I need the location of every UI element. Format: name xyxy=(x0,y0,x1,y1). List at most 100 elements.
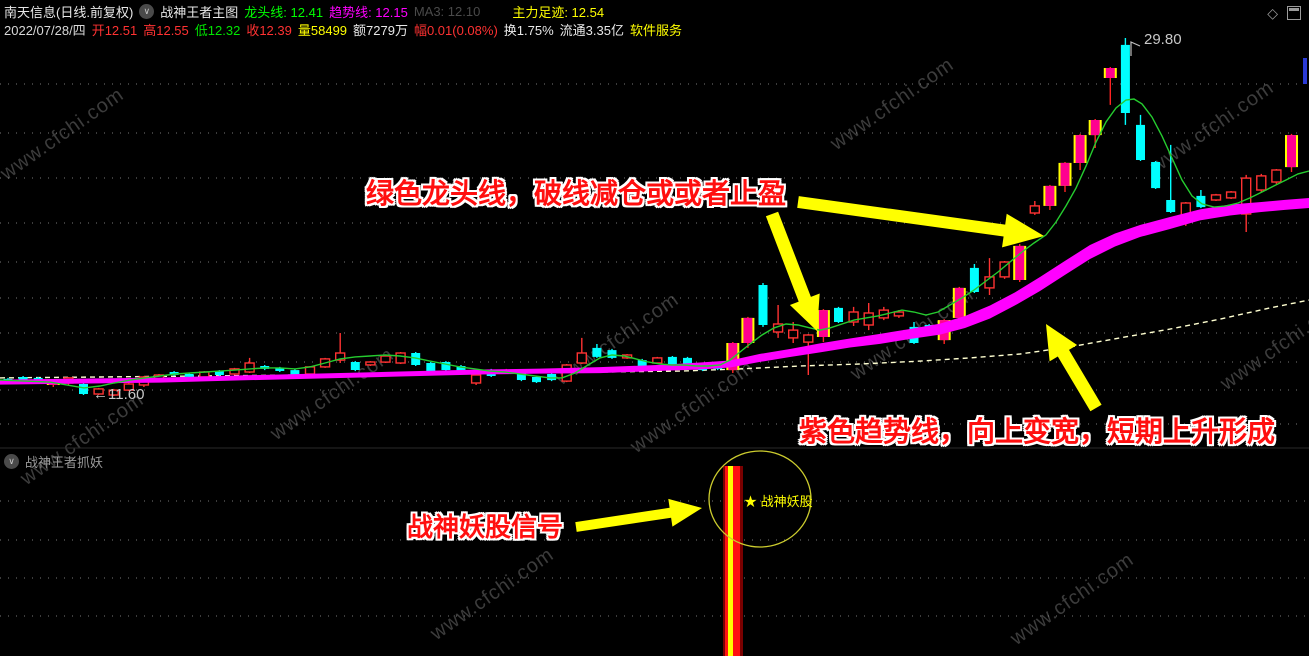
candle-down xyxy=(350,362,360,370)
scroll-marker xyxy=(1303,58,1307,84)
candle-up xyxy=(803,334,814,343)
candle-strong-up xyxy=(743,317,753,343)
candle-down xyxy=(1196,195,1206,208)
trend-line xyxy=(0,198,1309,385)
candle-up xyxy=(652,357,663,364)
header-info-line-1: 南天信息(日线.前复权) ∨ 战神王者主图 龙头线: 12.41 趋势线: 12.15 M… xyxy=(4,2,604,21)
candle-down xyxy=(214,371,224,375)
candle-strong-up xyxy=(1287,135,1296,168)
candle-strong-up xyxy=(1015,245,1025,280)
info-field: 量58499 xyxy=(297,23,348,38)
candle-down xyxy=(547,374,557,381)
candle-down xyxy=(834,307,843,322)
candle-up xyxy=(244,362,255,373)
candle-up xyxy=(93,388,104,395)
header-info-line-2: 2022/07/28/四 开12.51 高12.55 低12.32 收12.39 量584… xyxy=(4,20,682,39)
candle-up xyxy=(893,311,905,317)
candle-down xyxy=(441,362,451,370)
signal-marker-label: ★ 战神妖股 xyxy=(744,494,813,509)
candle-down xyxy=(592,347,602,357)
candle-down xyxy=(637,360,647,366)
window-restore-icon[interactable] xyxy=(1287,6,1301,20)
info-field: 2022/07/28/四 xyxy=(4,23,86,38)
candle-up xyxy=(576,352,587,364)
candle-up xyxy=(1271,169,1282,183)
candle-up xyxy=(863,312,874,326)
candle-up xyxy=(788,329,799,339)
candle-down xyxy=(290,370,300,377)
candle-up xyxy=(470,374,482,384)
peak-leader-line xyxy=(1130,41,1141,56)
dragon-line-note: 绿色龙头线，破线减仓或或者止盈 xyxy=(366,178,787,209)
candle-up xyxy=(1210,194,1222,201)
candle-down xyxy=(532,377,541,383)
candle-up xyxy=(1029,205,1041,214)
info-field: 幅0.01(0.08%) xyxy=(413,23,498,38)
sub-panel-header: ∨ 战神王者抓妖 xyxy=(4,452,103,471)
candle-down xyxy=(683,357,692,365)
candle-up xyxy=(1225,191,1237,199)
annotation-arrow xyxy=(765,211,820,331)
candle-up xyxy=(229,368,240,375)
sub-panel-title: 战神王者抓妖 xyxy=(25,455,104,470)
info-field: 额7279万 xyxy=(353,23,408,38)
candle-down xyxy=(1136,124,1145,160)
trend-line-note: 紫色趋势线，向上变宽，短期上升形成 xyxy=(799,416,1276,447)
info-field: 开12.51 xyxy=(91,23,138,38)
info-field: 收12.39 xyxy=(246,23,292,38)
info-field: 软件服务 xyxy=(629,23,682,38)
info-field: MA3: 12.10 xyxy=(413,4,481,19)
peak-price-label: 29.80 xyxy=(1144,31,1182,48)
dragon-head-line xyxy=(0,98,1309,389)
low-price-label: ←11.60 xyxy=(93,386,145,403)
candle-strong-up xyxy=(1060,162,1070,186)
info-field: 主力足迹: 12.54 xyxy=(512,5,605,20)
candle-strong-up xyxy=(1090,120,1100,136)
collapse-chevron-icon[interactable]: ∨ xyxy=(4,454,19,469)
candle-strong-up xyxy=(818,310,828,337)
candle-up xyxy=(395,352,406,364)
candle-strong-up xyxy=(954,287,964,318)
candle-up xyxy=(1256,175,1267,191)
candle-down xyxy=(1151,162,1161,189)
candle-down xyxy=(275,367,285,371)
candle-down xyxy=(456,366,466,374)
window-controls: ◇ xyxy=(1267,6,1301,20)
candle-strong-up xyxy=(1075,135,1085,163)
candle-strong-up xyxy=(728,343,738,371)
info-field: 战神王者主图 xyxy=(160,5,239,20)
candle-down xyxy=(758,285,768,325)
candle-strong-up xyxy=(1105,68,1115,78)
annotation-arrow xyxy=(797,196,1044,248)
signal-circle xyxy=(708,450,812,548)
info-field: 低12.32 xyxy=(194,23,241,38)
candle-down xyxy=(184,374,194,377)
signal-bar xyxy=(723,466,743,656)
candle-up xyxy=(108,389,119,396)
candle-down xyxy=(411,353,421,365)
candle-down xyxy=(607,350,617,358)
collapse-chevron-icon[interactable]: ∨ xyxy=(139,4,155,19)
annotation-arrow xyxy=(1046,324,1102,412)
info-field: 趋势线: 12.15 xyxy=(329,5,408,20)
annotation-arrow xyxy=(575,498,702,532)
info-field: 南天信息(日线.前复权) xyxy=(4,5,134,20)
candle-up xyxy=(1240,177,1252,215)
candle-down xyxy=(1120,44,1130,113)
candle-down xyxy=(969,267,979,292)
candle-up xyxy=(123,383,135,391)
info-field: 换1.75% xyxy=(503,23,554,38)
diamond-icon[interactable]: ◇ xyxy=(1267,5,1278,21)
signal-note: 战神妖股信号 xyxy=(407,512,564,542)
candle-down xyxy=(667,356,677,365)
candle-strong-up xyxy=(1045,185,1055,206)
candle-down xyxy=(79,384,88,394)
candle-down xyxy=(516,372,526,380)
info-field: 龙头线: 12.41 xyxy=(244,5,324,20)
candle-down xyxy=(426,363,436,371)
candle-up xyxy=(380,355,391,363)
candle-down xyxy=(18,377,28,382)
candle-up xyxy=(365,361,376,366)
